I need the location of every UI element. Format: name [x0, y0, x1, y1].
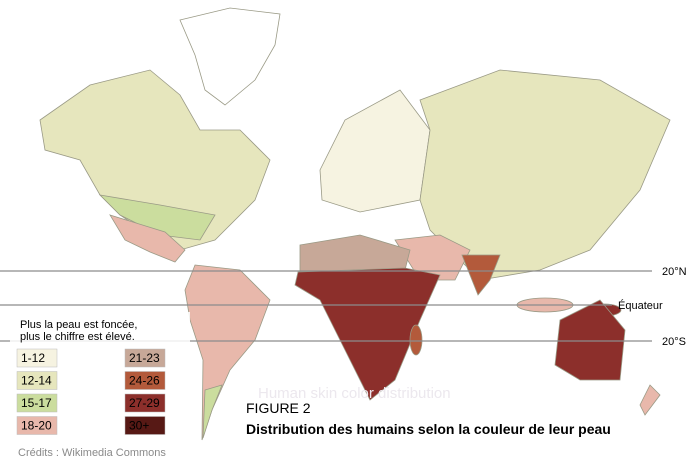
- legend-label: 21-23: [129, 351, 160, 365]
- legend-note: plus le chiffre est élevé.: [20, 331, 135, 343]
- legend-swatch: [16, 393, 58, 413]
- australia: [554, 299, 626, 381]
- north-america: [39, 69, 271, 251]
- india: [461, 254, 501, 296]
- figure-number: FIGURE 2: [246, 400, 311, 416]
- legend-label: 24-26: [129, 374, 160, 388]
- legend-swatch: [124, 416, 166, 435]
- legend-swatch: [16, 371, 58, 390]
- greenland: [179, 7, 281, 106]
- europe: [319, 89, 431, 213]
- south-america-south: [202, 384, 223, 439]
- legend-swatch: [16, 416, 58, 435]
- legend-label: 18-20: [21, 419, 52, 433]
- legend-label: 27-29: [129, 396, 160, 410]
- legend-swatch: [124, 348, 166, 368]
- madagascar: [409, 324, 423, 356]
- new-zealand: [639, 384, 661, 416]
- legend-label: 30+: [129, 419, 149, 433]
- watermark: Human skin color distribution: [258, 385, 451, 402]
- credits: Crédits : Wikimedia Commons: [18, 447, 166, 459]
- legend-note: Plus la peau est foncée,: [20, 319, 137, 331]
- legend-swatch: [124, 371, 166, 390]
- legend-swatch: [16, 348, 58, 368]
- legend-label: 1-12: [21, 351, 45, 365]
- legend-label: 15-17: [21, 396, 52, 410]
- label-equator: Équateur: [618, 299, 663, 312]
- africa-north: [299, 234, 411, 276]
- usa-south: [98, 194, 216, 241]
- label-20s: 20°S: [662, 336, 686, 348]
- asia: [419, 69, 671, 281]
- legend-swatch: [124, 393, 166, 413]
- legend: 1-12 12-14 15-17 18-20 21-23 24-26 27-29 30+: [16, 348, 166, 435]
- figure-title: Distribution des humains selon la couleu…: [246, 421, 611, 437]
- central-america: [109, 214, 186, 263]
- legend-label: 12-14: [21, 374, 52, 388]
- continents: [39, 7, 671, 441]
- label-20n: 20°N: [662, 266, 687, 278]
